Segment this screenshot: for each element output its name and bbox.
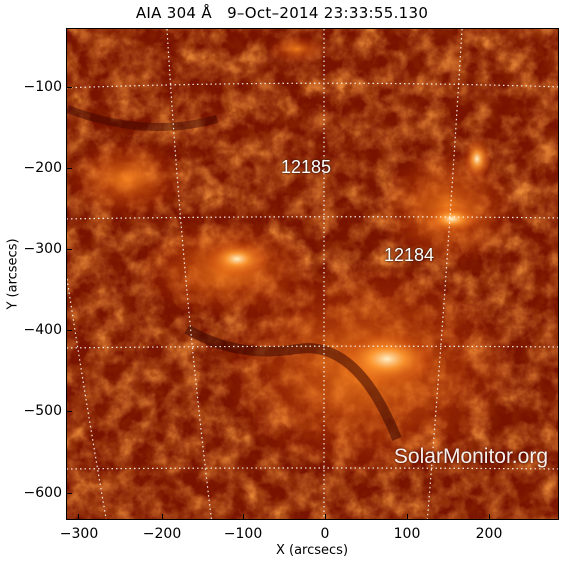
- y-tick-label: −500: [23, 403, 62, 419]
- solarmonitor-watermark: SolarMonitor.org: [393, 445, 548, 468]
- y-tick-label: −600: [23, 485, 62, 501]
- x-tick-mark: [489, 514, 490, 519]
- y-tick-mark: [67, 168, 72, 169]
- x-tick-label: −100: [223, 526, 263, 542]
- figure-title: AIA 304 Å 9–Oct–2014 23:33:55.130: [135, 4, 429, 22]
- x-tick-mark: [325, 514, 326, 519]
- y-axis-label: Y (arcsecs): [5, 238, 21, 310]
- x-axis-label: X (arcsecs): [275, 543, 349, 558]
- x-tick-label: 200: [475, 526, 503, 542]
- active-region-label-12185: 12185: [281, 157, 332, 177]
- active-region-label-12184: 12184: [384, 245, 435, 265]
- x-tick-label: 100: [393, 526, 421, 542]
- x-tick-label: −300: [59, 526, 99, 542]
- y-tick-mark: [67, 330, 72, 331]
- y-tick-mark: [67, 411, 72, 412]
- x-tick-mark: [243, 514, 244, 519]
- x-tick-mark: [407, 514, 408, 519]
- x-tick-mark: [78, 514, 79, 519]
- y-tick-label: −300: [23, 241, 62, 257]
- y-tick-mark: [67, 493, 72, 494]
- x-tick-label: 0: [320, 526, 330, 542]
- y-tick-label: −100: [23, 79, 62, 95]
- y-tick-label: −400: [23, 322, 62, 338]
- x-tick-mark: [162, 514, 163, 519]
- y-tick-label: −200: [23, 160, 62, 176]
- y-tick-mark: [67, 87, 72, 88]
- solar-image: 12185 12184 SolarMonitor.org: [66, 28, 559, 520]
- y-tick-mark: [67, 249, 72, 250]
- x-tick-label: −200: [142, 526, 182, 542]
- sun-texture: [67, 29, 558, 519]
